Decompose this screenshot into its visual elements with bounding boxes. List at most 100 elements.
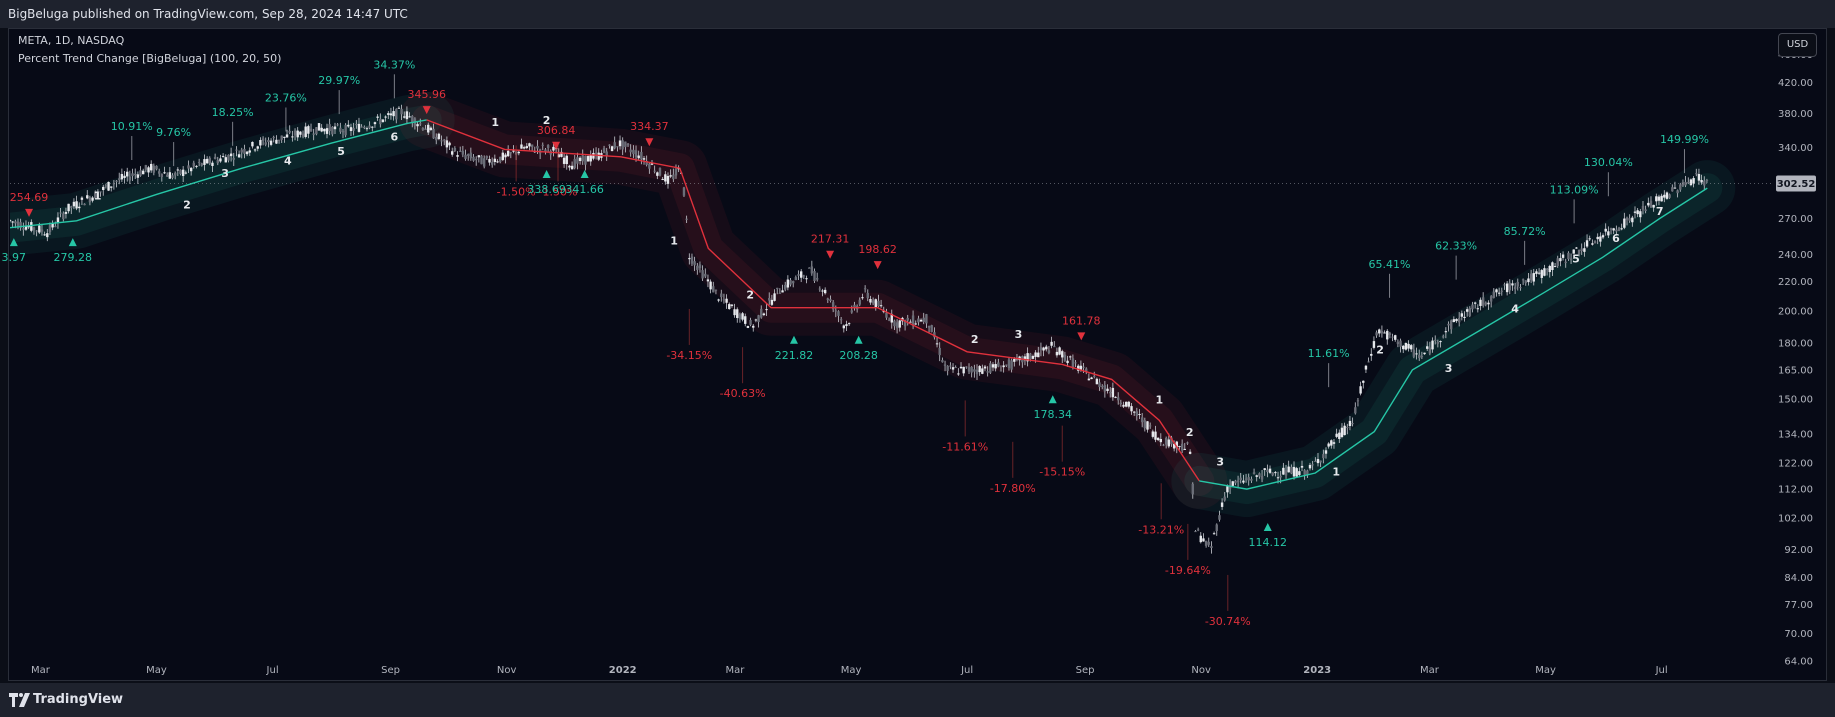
x-axis-tick: Jul — [960, 665, 973, 676]
signal-price-label: 254.69 — [10, 191, 49, 204]
candle-body — [1644, 209, 1647, 211]
candle-body — [301, 133, 305, 137]
candle-body — [352, 127, 355, 131]
candle-body — [746, 325, 750, 328]
candle-body — [935, 343, 939, 345]
candle-body — [1343, 425, 1346, 436]
candle-body — [1372, 341, 1376, 348]
candle-body — [195, 165, 198, 167]
candle-body — [72, 201, 76, 207]
candle-body — [877, 300, 880, 307]
candle-body — [277, 139, 281, 141]
x-axis-tick: May — [1535, 665, 1556, 676]
candle-body — [397, 107, 401, 109]
candle-body — [560, 151, 563, 157]
candle-body — [208, 157, 211, 164]
candle-body — [213, 156, 217, 160]
candle-body — [1516, 281, 1519, 287]
wave-count-label: 4 — [284, 154, 292, 167]
candle-body — [618, 140, 622, 147]
candle-body — [1436, 341, 1440, 344]
candle-body — [1639, 211, 1642, 218]
candle-body — [634, 150, 638, 157]
candle-body — [197, 162, 201, 164]
candle-body — [451, 151, 454, 155]
candle-body — [664, 174, 667, 182]
candle-body — [51, 223, 54, 228]
wave-count-label: 3 — [1216, 455, 1224, 468]
y-axis-tick: 380.00 — [1778, 109, 1813, 120]
candle-body — [1276, 477, 1280, 479]
candle-body — [1050, 341, 1053, 346]
symbol-legend[interactable]: META, 1D, NASDAQ — [18, 34, 125, 47]
candle-body — [1122, 404, 1125, 407]
candle-body — [522, 147, 526, 149]
tradingview-logo-icon — [9, 693, 30, 707]
candle-body — [1431, 340, 1434, 350]
candle-body — [1191, 483, 1194, 495]
candle-body — [1455, 318, 1458, 322]
chart-frame[interactable] — [8, 28, 1827, 681]
candle-body — [720, 293, 723, 298]
candle-body — [1577, 249, 1581, 255]
pct-change-label: 34.37% — [373, 58, 415, 71]
candle-body — [56, 217, 60, 223]
candle-body — [688, 258, 691, 260]
pct-change-label: 18.25% — [212, 106, 254, 119]
candle-body — [831, 302, 835, 310]
candle-body — [336, 124, 339, 126]
candle-body — [54, 226, 57, 228]
candle-body — [967, 367, 971, 372]
candle-body — [525, 146, 529, 149]
candle-body — [456, 155, 459, 157]
y-axis-tick: 165.00 — [1778, 365, 1813, 376]
candle-body — [1391, 336, 1394, 338]
candle-body — [1415, 353, 1418, 355]
candle-body — [1228, 485, 1232, 489]
signal-down-triangle-icon — [826, 250, 835, 259]
candle-body — [1103, 385, 1107, 392]
candle-body — [373, 122, 377, 125]
candle-body — [1404, 342, 1408, 350]
candle-body — [1132, 411, 1136, 413]
signal-price-label: 334.37 — [630, 120, 669, 133]
candle-body — [275, 139, 278, 144]
candle-body — [728, 304, 731, 310]
wave-count-label: 2 — [543, 114, 551, 127]
candle-body — [863, 288, 867, 290]
candle-body — [624, 141, 627, 148]
candle-body — [1148, 425, 1152, 427]
candle-body — [344, 125, 347, 136]
candle-body — [99, 191, 102, 193]
candle-body — [115, 180, 118, 182]
candle-body — [1671, 187, 1674, 192]
candle-body — [1394, 335, 1397, 340]
wave-count-label: 2 — [746, 289, 754, 302]
candle-body — [712, 286, 715, 293]
candle-body — [96, 191, 100, 198]
wave-count-label: 6 — [1612, 232, 1620, 245]
pct-change-label: 65.41% — [1369, 258, 1411, 271]
candle-body — [179, 169, 182, 175]
signal-down-triangle-icon — [645, 138, 654, 147]
candle-body — [1420, 356, 1424, 358]
candle-body — [269, 140, 273, 145]
candle-body — [1119, 402, 1123, 404]
candle-body — [696, 265, 699, 270]
wave-count-label: 3 — [1445, 362, 1453, 375]
candle-body — [1495, 289, 1498, 293]
currency-button[interactable]: USD — [1778, 33, 1817, 57]
candle-body — [107, 181, 110, 191]
candle-body — [850, 310, 854, 313]
candle-body — [1375, 332, 1378, 336]
candle-body — [1074, 362, 1077, 364]
signal-down-triangle-icon — [873, 261, 882, 270]
footer-brand[interactable]: TradingView — [33, 692, 124, 707]
pct-change-label: -15.15% — [1039, 466, 1085, 479]
candle-body — [472, 156, 475, 161]
indicator-legend[interactable]: Percent Trend Change [BigBeluga] (100, 2… — [18, 52, 282, 65]
candle-body — [1583, 248, 1586, 252]
candle-body — [642, 158, 646, 160]
candle-body — [474, 159, 478, 161]
